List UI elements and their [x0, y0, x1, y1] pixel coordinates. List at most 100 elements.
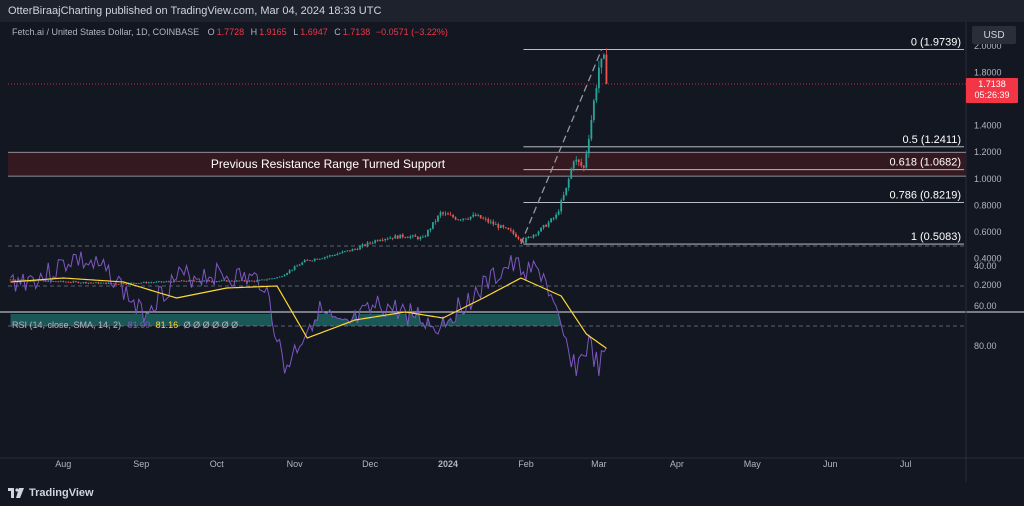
candle-body	[409, 236, 412, 238]
candle-body	[210, 281, 213, 283]
candle-body	[321, 258, 324, 260]
candle-body	[185, 281, 188, 283]
candle-body	[369, 242, 371, 244]
candle-body	[404, 237, 407, 238]
rsi-axis-label: 40.00	[974, 261, 997, 271]
candle-body	[183, 280, 185, 282]
candle-body	[34, 280, 37, 282]
candle-body	[268, 278, 271, 280]
candle-body	[349, 250, 351, 252]
legend-symbol: Fetch.ai / United States Dollar, 1D, COI…	[12, 27, 200, 37]
candle-body	[605, 54, 608, 85]
candle-body	[386, 238, 389, 240]
publisher-text: OtterBiraajCharting published on Trading…	[8, 5, 382, 17]
candle-body	[341, 251, 344, 254]
fib-level-label: 0.786 (0.8219)	[889, 189, 961, 201]
candle-body	[220, 280, 223, 282]
candle-body	[552, 218, 555, 219]
current-price: 1.7138	[978, 79, 1006, 89]
candle-body	[165, 281, 168, 283]
candle-body	[29, 281, 32, 282]
candle-body	[112, 283, 115, 285]
currency-button[interactable]: USD	[972, 26, 1016, 44]
candle-body	[168, 281, 170, 283]
candle-body	[396, 235, 399, 239]
candle-body	[243, 280, 246, 282]
candle-body	[145, 282, 148, 284]
candle-body	[19, 279, 22, 281]
candle-body	[281, 276, 283, 278]
candle-body	[442, 212, 444, 214]
chart-svg[interactable]: Previous Resistance Range Turned Support…	[0, 22, 1024, 482]
symbol-legend: Fetch.ai / United States Dollar, 1D, COI…	[12, 27, 448, 37]
candle-body	[603, 54, 605, 59]
tradingview-logo[interactable]: TradingView	[8, 487, 94, 499]
candle-body	[59, 280, 62, 282]
candle-body	[504, 227, 507, 229]
candle-body	[565, 187, 568, 196]
candle-body	[336, 253, 339, 256]
candle-body	[12, 279, 14, 281]
time-axis-label: Jul	[900, 459, 912, 469]
candle-body	[457, 219, 459, 221]
candle-body	[366, 242, 369, 246]
candle-body	[80, 282, 82, 284]
candle-body	[253, 280, 256, 282]
candle-body	[115, 283, 118, 285]
candle-body	[600, 58, 603, 68]
candle-body	[585, 153, 588, 168]
candle-body	[311, 260, 314, 262]
candle-body	[142, 282, 145, 283]
candle-body	[509, 229, 512, 231]
candle-body	[344, 251, 346, 252]
candle-body	[464, 218, 467, 220]
candle-body	[333, 255, 336, 256]
candle-body	[175, 280, 178, 282]
candle-body	[482, 218, 485, 220]
candle-body	[399, 234, 402, 239]
support-zone-label: Previous Resistance Range Turned Support	[211, 157, 446, 171]
candle-body	[394, 235, 397, 239]
rsi-ma-line	[10, 277, 607, 349]
candle-body	[525, 238, 527, 243]
candle-body	[90, 282, 92, 284]
candle-body	[427, 230, 429, 237]
candle-body	[150, 282, 153, 284]
price-axis-label: 0.4000	[974, 253, 1002, 263]
legend-change: −0.0571 (−3.22%)	[375, 27, 448, 37]
candle-body	[567, 178, 570, 188]
candle-body	[198, 281, 200, 283]
candle-body	[542, 225, 545, 228]
chart-area[interactable]: Previous Resistance Range Turned Support…	[0, 22, 1024, 482]
candle-body	[555, 214, 558, 219]
candle-body	[547, 222, 550, 227]
candle-body	[155, 281, 158, 283]
candle-body	[105, 282, 107, 284]
candle-body	[449, 214, 452, 216]
candle-body	[238, 280, 241, 282]
candle-body	[421, 236, 424, 238]
time-axis-label: Feb	[518, 459, 534, 469]
candle-body	[235, 280, 238, 282]
candle-body	[97, 282, 100, 284]
candle-body	[406, 237, 409, 239]
candle-body	[52, 281, 55, 282]
rsi-legend: RSI (14, close, SMA, 14, 2) 81.00 81.16 …	[12, 320, 238, 330]
candle-body	[452, 214, 454, 218]
candle-body	[532, 234, 535, 238]
fib-level-label: 0.5 (1.2411)	[902, 134, 961, 146]
time-axis-label: Jun	[823, 459, 838, 469]
candle-body	[195, 281, 198, 282]
candle-body	[278, 276, 281, 278]
candle-body	[193, 280, 195, 282]
candle-body	[122, 283, 125, 285]
candle-body	[577, 159, 580, 163]
candle-body	[419, 237, 422, 240]
candle-body	[467, 218, 470, 220]
candle-body	[100, 282, 102, 284]
candle-body	[389, 237, 392, 239]
candle-body	[472, 214, 475, 217]
rsi-legend-label: RSI (14, close, SMA, 14, 2)	[12, 320, 122, 330]
candle-body	[263, 279, 266, 281]
fib-level-label: 1 (0.5083)	[911, 231, 961, 243]
